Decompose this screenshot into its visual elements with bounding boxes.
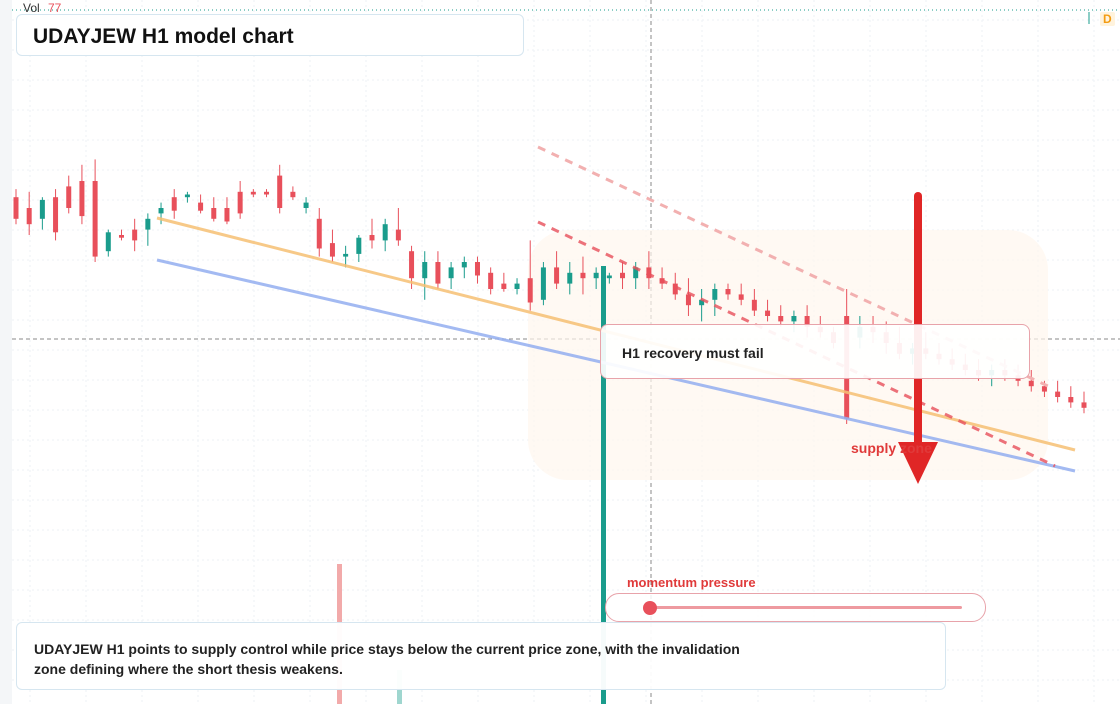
candle-body [316, 218, 322, 249]
candle-body [39, 199, 45, 219]
volume-value: 77 [48, 1, 62, 15]
candle-body [171, 197, 177, 211]
volume-label: Vol [23, 1, 40, 15]
candle-body [620, 272, 626, 279]
candle-body [382, 224, 388, 241]
candle-body [685, 294, 691, 306]
candle-body [461, 262, 467, 268]
candle-body [395, 229, 401, 241]
interval-badge[interactable]: D [1100, 12, 1115, 26]
candle-body [435, 262, 441, 284]
candle-body [158, 208, 164, 214]
candle-body [554, 267, 560, 284]
candle-body [527, 278, 533, 303]
candle-body [356, 237, 362, 254]
candle-body [26, 208, 32, 225]
candle-body [1028, 380, 1034, 387]
candle-body [448, 267, 454, 279]
candle-body [751, 299, 757, 311]
candle-body [369, 235, 375, 241]
candle-body [422, 262, 428, 279]
candle-body [567, 272, 573, 284]
candle-body [540, 267, 546, 300]
left-axis-strip [0, 0, 12, 704]
candle-body [343, 253, 349, 257]
arrow-head [898, 442, 938, 484]
candle-body [53, 197, 59, 233]
candle-body [132, 229, 138, 241]
down-arrow-icon [898, 12, 1090, 484]
candle-body [672, 283, 678, 295]
candle-body [303, 202, 309, 208]
candle-body [198, 202, 204, 211]
momentum-track [650, 606, 962, 609]
supply-zone-label: supply zone [851, 440, 932, 456]
summary-text: UDAYJEW H1 points to supply control whil… [34, 641, 740, 677]
candle-body [699, 299, 705, 306]
candle-body [1081, 402, 1087, 408]
candle-body [725, 289, 731, 295]
candle-body [778, 316, 784, 322]
volume-bar-spike [601, 266, 606, 704]
candle-body [264, 191, 270, 195]
candle-body [474, 262, 480, 276]
candle-body [211, 208, 217, 219]
candle-body [593, 272, 599, 279]
candle-body [1041, 386, 1047, 392]
candle-body [79, 181, 85, 217]
candle-body [66, 186, 72, 208]
callout-text: H1 recovery must fail [622, 345, 764, 361]
candle-body [1068, 397, 1074, 403]
candle-body [250, 191, 256, 195]
candle-body [488, 272, 494, 289]
candle-body [329, 243, 335, 257]
candle-body [791, 316, 797, 322]
recovery-callout: H1 recovery must fail [600, 324, 1030, 379]
candle-body [224, 208, 230, 222]
candle-body [118, 235, 124, 238]
momentum-label: momentum pressure [627, 575, 756, 590]
candle-body [765, 310, 771, 316]
candle-body [409, 251, 415, 279]
candle-body [633, 267, 639, 279]
candle-body [712, 289, 718, 300]
candle-body [738, 294, 744, 300]
candle-body [145, 218, 151, 230]
candle-body [92, 181, 98, 257]
candle-body [237, 191, 243, 214]
candle-body [277, 175, 283, 208]
candle-body [1055, 391, 1061, 397]
summary-card: UDAYJEW H1 points to supply control whil… [16, 622, 946, 690]
candle-body [290, 191, 296, 198]
candle-body [105, 232, 111, 252]
candle-body [501, 283, 507, 289]
candle-body [13, 197, 19, 219]
candle-body [580, 272, 586, 279]
chart-title: UDAYJEW H1 model chart [33, 25, 294, 48]
title-card: UDAYJEW H1 model chart [16, 14, 524, 56]
candle-body [514, 283, 520, 289]
candle-body [184, 194, 190, 198]
candle-body [606, 275, 612, 279]
candle-body [804, 316, 810, 327]
momentum-knob[interactable] [643, 601, 657, 615]
